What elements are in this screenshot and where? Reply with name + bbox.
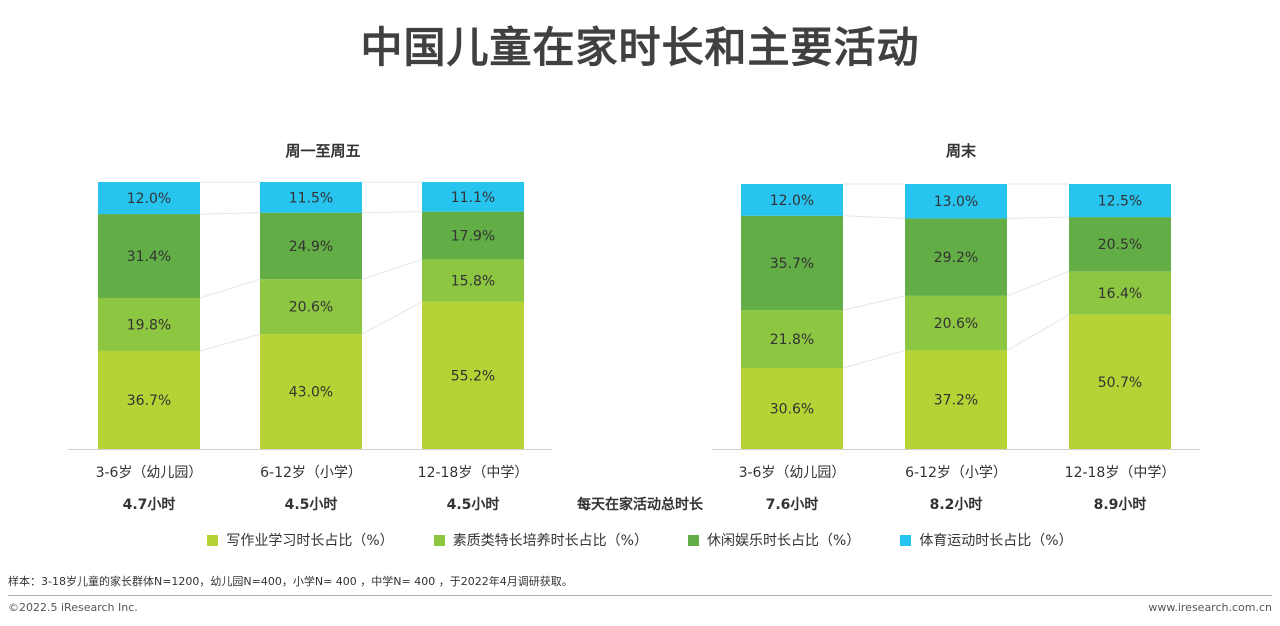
total-label-2-1: 7.6小时: [766, 496, 819, 513]
legend-item-leisure: 休闲娱乐时长占比（%）: [688, 530, 860, 550]
data-label-1-3-homework: 55.2%: [451, 368, 495, 384]
connector-line-2-2-3: [1006, 216, 1070, 219]
bar-segment-2-1-sports: [741, 184, 843, 216]
bar-segment-1-2-sports: [260, 182, 362, 213]
data-label-1-1-leisure: 31.4%: [127, 249, 171, 265]
legend-swatch-homework: [207, 534, 219, 546]
bar-segment-1-1-sports: [98, 182, 200, 215]
connector-line-1-2-2: [361, 258, 423, 280]
data-label-2-2-skills: 20.6%: [934, 316, 978, 332]
bar-segment-1-2-leisure: [260, 212, 362, 280]
data-label-2-2-leisure: 29.2%: [934, 250, 978, 266]
bar-segment-2-2-homework: [905, 350, 1007, 449]
sample-note: 样本：3-18岁儿童的家长群体N=1200，幼儿园N=400，小学N= 400 …: [8, 575, 573, 588]
connector-line-2-1-1: [842, 349, 906, 369]
connector-line-1-2-3: [361, 211, 423, 214]
category-label-1-3: 12-18岁（中学）: [418, 465, 529, 481]
bar-segment-1-3-homework: [422, 301, 524, 449]
data-label-1-2-homework: 43.0%: [289, 385, 333, 401]
connector-line-2-1-3: [842, 215, 906, 219]
bar-segment-2-2-sports: [905, 184, 1007, 219]
connector-line-1-1-3: [199, 212, 261, 215]
bar-segment-1-2-skills: [260, 279, 362, 335]
data-label-1-1-homework: 36.7%: [127, 393, 171, 409]
data-label-2-1-homework: 30.6%: [770, 401, 814, 417]
total-label-1-3: 4.5小时: [447, 496, 500, 513]
chart-title-1: 周一至周五: [285, 142, 360, 160]
bar-segment-2-3-sports: [1069, 184, 1171, 218]
legend-label-sports: 体育运动时长占比（%）: [919, 533, 1073, 549]
data-label-1-2-skills: 20.6%: [289, 300, 333, 316]
total-label-2-3: 8.9小时: [1094, 496, 1147, 513]
category-label-2-1: 3-6岁（幼儿园）: [739, 465, 846, 481]
legend-item-homework: 写作业学习时长占比（%）: [207, 530, 394, 550]
total-label-1-2: 4.5小时: [285, 496, 338, 513]
bar-segment-2-3-leisure: [1069, 217, 1171, 272]
legend-label-leisure: 休闲娱乐时长占比（%）: [707, 533, 861, 549]
legend-label-homework: 写作业学习时长占比（%）: [226, 533, 394, 549]
bar-segment-2-2-skills: [905, 295, 1007, 351]
bar-segment-2-1-leisure: [741, 215, 843, 311]
connector-line-2-1-2: [842, 295, 906, 311]
data-label-1-3-sports: 11.1%: [451, 190, 495, 206]
data-label-1-1-skills: 19.8%: [127, 317, 171, 333]
bar-segment-1-1-skills: [98, 297, 200, 351]
legend-swatch-sports: [900, 534, 912, 546]
connector-line-1-1-2: [199, 278, 261, 299]
bar-segment-1-3-leisure: [422, 211, 524, 260]
data-label-1-2-leisure: 24.9%: [289, 239, 333, 255]
bar-segment-2-1-homework: [741, 367, 843, 449]
chart-title-2: 周末: [946, 142, 977, 160]
data-label-2-3-skills: 16.4%: [1098, 286, 1142, 302]
data-label-2-3-sports: 12.5%: [1098, 194, 1142, 210]
legend: 写作业学习时长占比（%） 素质类特长培养时长占比（%） 休闲娱乐时长占比（%） …: [0, 530, 1280, 550]
data-label-2-1-skills: 21.8%: [770, 332, 814, 348]
connector-line-2-2-2: [1006, 270, 1070, 297]
bar-segment-1-3-sports: [422, 182, 524, 212]
stacked-bar-charts: 周一至周五 36.7% 19.8% 31.4% 12.0% 3-6岁（幼儿园） 4.7小时 4…: [68, 142, 1200, 513]
bar-segment-2-3-homework: [1069, 314, 1171, 449]
legend-item-sports: 体育运动时长占比（%）: [900, 530, 1073, 550]
data-label-1-3-skills: 15.8%: [451, 274, 495, 290]
legend-label-skills: 素质类特长培养时长占比（%）: [452, 533, 648, 549]
bar-segment-2-2-leisure: [905, 218, 1007, 296]
bar-segment-1-1-homework: [98, 350, 200, 449]
page-title: 中国儿童在家时长和主要活动: [360, 23, 920, 72]
data-label-1-1-sports: 12.0%: [127, 191, 171, 207]
data-label-2-1-leisure: 35.7%: [770, 256, 814, 272]
totals-row-label: 每天在家活动总时长: [577, 496, 704, 513]
footer-divider: [8, 595, 1272, 596]
legend-swatch-skills: [433, 534, 445, 546]
connector-line-1-2-1: [361, 301, 423, 335]
data-label-2-3-homework: 50.7%: [1098, 375, 1142, 391]
data-label-2-3-leisure: 20.5%: [1098, 237, 1142, 253]
category-label-2-2: 6-12岁（小学）: [905, 465, 1007, 481]
site-url: www.iresearch.com.cn: [1148, 601, 1272, 614]
data-label-2-2-homework: 37.2%: [934, 393, 978, 409]
bar-segment-1-1-leisure: [98, 214, 200, 298]
bar-segment-2-1-skills: [741, 310, 843, 368]
data-label-2-1-sports: 12.0%: [770, 193, 814, 209]
category-label-2-3: 12-18岁（中学）: [1065, 465, 1176, 481]
data-label-1-3-leisure: 17.9%: [451, 229, 495, 245]
bar-segment-2-3-skills: [1069, 271, 1171, 315]
category-label-1-2: 6-12岁（小学）: [260, 465, 362, 481]
copyright: ©2022.5 iResearch Inc.: [8, 601, 138, 614]
total-label-2-2: 8.2小时: [930, 496, 983, 513]
bar-segment-1-2-homework: [260, 334, 362, 449]
data-label-1-2-sports: 11.5%: [289, 190, 333, 206]
connector-line-1-1-1: [199, 333, 261, 352]
legend-swatch-leisure: [688, 534, 699, 546]
connector-line-2-2-1: [1006, 314, 1070, 351]
total-label-1-1: 4.7小时: [123, 496, 176, 513]
category-label-1-1: 3-6岁（幼儿园）: [96, 465, 203, 481]
bar-segment-1-3-skills: [422, 259, 524, 302]
legend-item-skills: 素质类特长培养时长占比（%）: [433, 530, 648, 550]
data-label-2-2-sports: 13.0%: [934, 194, 978, 210]
